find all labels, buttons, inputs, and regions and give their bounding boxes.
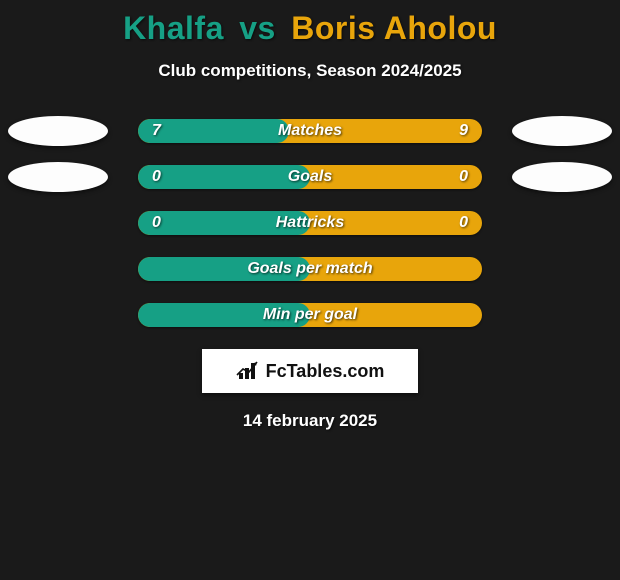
stat-bar: Goals per match xyxy=(138,257,482,281)
vs-text: vs xyxy=(239,10,276,46)
logo-text: FcTables.com xyxy=(266,361,385,382)
logo-chart-icon xyxy=(236,361,260,381)
stat-row: Min per goal xyxy=(0,303,620,327)
stat-value-left: 0 xyxy=(152,165,161,189)
date-text: 14 february 2025 xyxy=(0,411,620,431)
stat-value-right: 9 xyxy=(459,119,468,143)
club-badge-left xyxy=(8,116,108,146)
stat-value-left: 0 xyxy=(152,211,161,235)
page-title: Khalfa vs Boris Aholou xyxy=(0,0,620,47)
stat-bar: 79Matches xyxy=(138,119,482,143)
stat-bar: 00Hattricks xyxy=(138,211,482,235)
stat-bar-left-fill xyxy=(138,303,310,327)
stat-bar: Min per goal xyxy=(138,303,482,327)
stat-bar-left-fill xyxy=(138,257,310,281)
stat-value-right: 0 xyxy=(459,165,468,189)
stat-row: 00Goals xyxy=(0,165,620,189)
stats-container: 79Matches00Goals00HattricksGoals per mat… xyxy=(0,119,620,327)
stat-value-left: 7 xyxy=(152,119,161,143)
stat-row: 79Matches xyxy=(0,119,620,143)
player2-name: Boris Aholou xyxy=(291,10,497,46)
club-badge-right xyxy=(512,116,612,146)
club-badge-left xyxy=(8,162,108,192)
subtitle: Club competitions, Season 2024/2025 xyxy=(0,61,620,81)
logo-box: FcTables.com xyxy=(202,349,418,393)
stat-row: 00Hattricks xyxy=(0,211,620,235)
stat-bar-left-fill xyxy=(138,211,310,235)
stat-value-right: 0 xyxy=(459,211,468,235)
stat-bar: 00Goals xyxy=(138,165,482,189)
club-badge-right xyxy=(512,162,612,192)
stat-row: Goals per match xyxy=(0,257,620,281)
stat-bar-left-fill xyxy=(138,165,310,189)
player1-name: Khalfa xyxy=(123,10,224,46)
